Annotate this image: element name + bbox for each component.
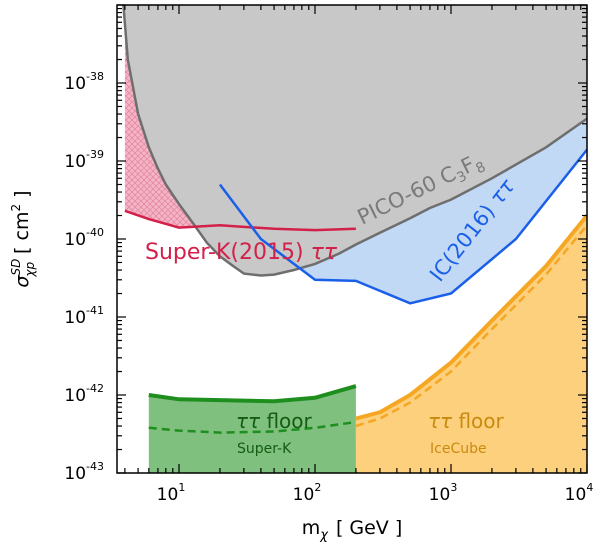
floor-superk-region	[148, 386, 356, 473]
x-axis-label: mχ[ GeV ]	[302, 517, 403, 543]
x-tick-label: 103	[429, 481, 458, 505]
x-tick-label: 104	[565, 481, 594, 505]
x-tick-label: 102	[293, 481, 322, 505]
superk-hatch-region	[123, 5, 220, 257]
floor-superk-dashed	[148, 420, 357, 434]
axis-ticks: 101 102 103 104 10-43 10-42 10-41 10-40 10-39 10-…	[64, 4, 594, 505]
plot-area	[122, 5, 587, 473]
floor-superk-curve	[148, 384, 357, 404]
y-tick-label: 10-42	[64, 382, 104, 406]
floor-icecube-sublabel: IceCube	[430, 441, 487, 457]
floor-superk-label: ττ floor	[236, 409, 313, 433]
pico-region-overlay	[123, 5, 587, 276]
floor-icecube-label: ττ floor	[428, 409, 505, 433]
y-tick-label: 10-40	[64, 226, 104, 250]
y-axis-label: σSDχp[ cm2 ]	[9, 190, 37, 287]
floor-superk-sublabel: Super-K	[237, 441, 292, 457]
superk-label: Super-K(2015) ττ	[145, 240, 338, 265]
ic-region	[219, 118, 587, 304]
superk-curve	[124, 209, 356, 232]
y-tick-label: 10-41	[64, 304, 104, 328]
y-tick-label: 10-38	[64, 70, 104, 94]
x-tick-label: 101	[157, 481, 186, 505]
floor-icecube-curve	[355, 214, 587, 421]
ic-curve	[218, 148, 587, 305]
y-tick-label: 10-39	[64, 148, 104, 172]
floor-icecube-dashed	[355, 224, 587, 428]
pico-curve	[122, 5, 587, 277]
y-tick-label: 10-43	[64, 460, 104, 484]
